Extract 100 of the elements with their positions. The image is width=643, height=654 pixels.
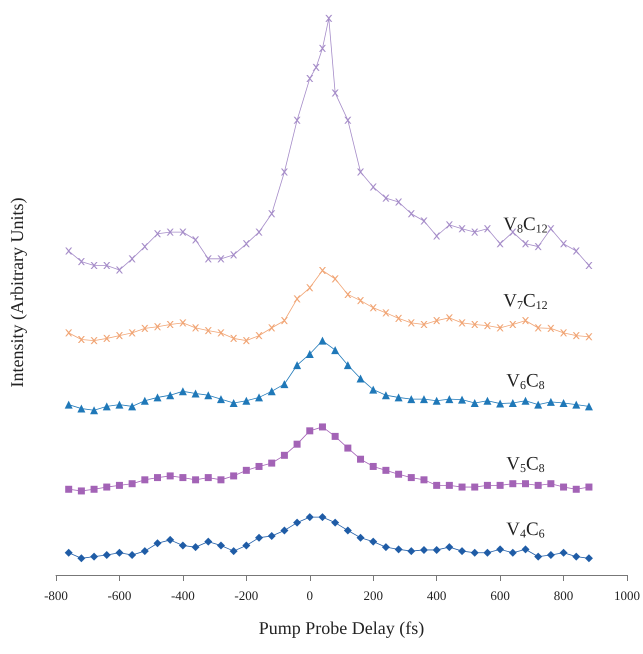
point xyxy=(446,221,453,228)
point xyxy=(217,476,224,484)
point xyxy=(293,361,302,370)
point xyxy=(318,336,326,345)
point xyxy=(178,542,187,550)
point xyxy=(268,210,276,218)
point xyxy=(470,548,479,557)
point xyxy=(521,396,530,405)
point xyxy=(268,324,276,332)
x-tick-label: 0 xyxy=(306,588,314,603)
point xyxy=(394,393,403,402)
point xyxy=(294,440,301,448)
point xyxy=(344,290,352,298)
point xyxy=(65,329,72,336)
point xyxy=(446,482,453,489)
point xyxy=(332,89,339,96)
point xyxy=(312,64,320,71)
point xyxy=(242,466,250,474)
point xyxy=(547,480,554,488)
point xyxy=(522,480,529,488)
point xyxy=(509,321,516,328)
point xyxy=(128,329,136,336)
x-tick-label: -200 xyxy=(234,588,258,603)
point xyxy=(382,194,390,202)
point xyxy=(90,486,98,493)
point xyxy=(77,404,86,413)
point xyxy=(116,266,123,274)
x-tick-label: 200 xyxy=(363,588,383,603)
point xyxy=(230,398,238,407)
point xyxy=(192,324,200,332)
point xyxy=(179,228,186,236)
point xyxy=(280,317,288,324)
point xyxy=(115,400,124,409)
point xyxy=(560,548,568,557)
point xyxy=(280,526,288,534)
point xyxy=(458,484,466,491)
point xyxy=(496,482,504,489)
point xyxy=(331,518,340,527)
point xyxy=(154,230,162,238)
x-tick-label: -800 xyxy=(44,588,68,603)
point xyxy=(230,547,238,556)
point xyxy=(90,406,98,414)
x-tick-label: 1000 xyxy=(614,588,640,603)
point xyxy=(370,304,377,312)
point xyxy=(356,534,365,542)
point xyxy=(64,548,73,557)
point xyxy=(585,484,592,491)
point xyxy=(154,323,162,330)
point xyxy=(508,398,517,407)
point xyxy=(78,336,85,344)
point xyxy=(344,526,352,534)
point xyxy=(65,486,72,493)
point xyxy=(280,380,288,388)
point xyxy=(572,486,580,493)
point xyxy=(521,545,530,554)
x-tick-label: -600 xyxy=(108,588,132,603)
point xyxy=(471,484,478,491)
point xyxy=(395,198,402,206)
x-tick-label: 400 xyxy=(426,588,446,603)
point xyxy=(344,361,352,370)
point xyxy=(166,472,174,480)
x-tick-label: 800 xyxy=(554,588,574,603)
point xyxy=(560,398,568,407)
point xyxy=(141,243,148,250)
point xyxy=(433,482,440,489)
point xyxy=(572,332,580,340)
point xyxy=(584,402,593,410)
point xyxy=(484,482,491,489)
point xyxy=(268,532,276,540)
point xyxy=(357,168,364,176)
point xyxy=(255,393,264,402)
point xyxy=(242,337,250,344)
point xyxy=(407,547,416,556)
point xyxy=(509,480,516,488)
point xyxy=(141,476,148,484)
point xyxy=(306,284,314,292)
point xyxy=(102,402,111,410)
point xyxy=(356,374,365,383)
point xyxy=(496,545,504,554)
point xyxy=(230,334,238,342)
point xyxy=(572,552,580,561)
point xyxy=(204,327,212,334)
point xyxy=(382,466,390,474)
point xyxy=(420,395,428,404)
point xyxy=(547,225,554,232)
point xyxy=(116,332,123,340)
point xyxy=(560,240,568,248)
point xyxy=(585,333,592,340)
point xyxy=(344,444,352,452)
point xyxy=(395,314,402,322)
point xyxy=(204,474,212,482)
point xyxy=(166,391,174,400)
y-axis-title: Intensity (Arbitrary Units) xyxy=(7,198,27,388)
point xyxy=(344,116,352,124)
point xyxy=(294,295,301,302)
point xyxy=(584,554,593,562)
point xyxy=(470,398,479,407)
point xyxy=(116,482,123,489)
point xyxy=(166,228,174,236)
point xyxy=(496,240,504,248)
